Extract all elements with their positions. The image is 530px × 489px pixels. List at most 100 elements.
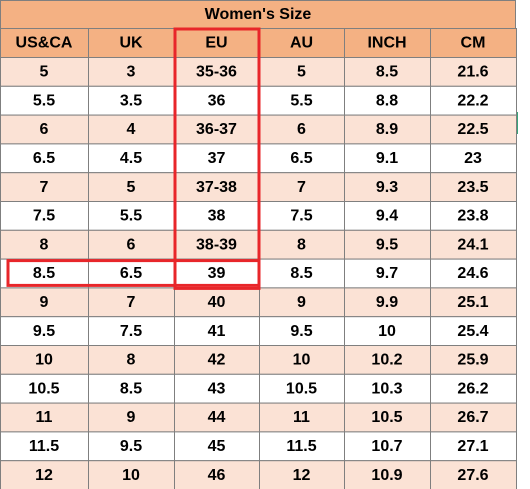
- table-cell: [0, 373, 89, 404]
- table-cell: [0, 143, 89, 174]
- cell-text: 46: [208, 467, 226, 484]
- table-title: Women's Size: [205, 6, 312, 23]
- cell-text: 27.1: [457, 438, 488, 455]
- cell-text: 7: [297, 179, 306, 196]
- table-cell: [430, 143, 517, 174]
- header-text: CM: [461, 35, 486, 52]
- cell-text: 45: [208, 438, 226, 455]
- cell-text: 23: [464, 150, 482, 167]
- table-cell: [259, 402, 345, 433]
- table-cell: [88, 316, 175, 347]
- table-cell: [430, 229, 517, 260]
- table-cell: [259, 258, 345, 289]
- table-cell: [0, 345, 89, 375]
- table-cell: [259, 316, 345, 347]
- cell-text: 11.5: [29, 438, 59, 455]
- cell-text: 36-37: [196, 121, 237, 138]
- table-cell: [0, 57, 89, 87]
- cell-text: 25.1: [457, 294, 488, 311]
- cell-text: 40: [208, 294, 226, 311]
- table-cell: [259, 345, 345, 375]
- table-cell: [259, 172, 345, 202]
- cell-text: 7: [40, 179, 49, 196]
- table-cell: [259, 114, 345, 145]
- table-cell: [344, 287, 431, 318]
- cell-text: 7.5: [33, 208, 55, 225]
- cell-text: 8.5: [120, 380, 142, 397]
- table-cell: [88, 143, 175, 174]
- table-cell: [0, 316, 89, 347]
- cell-text: 25.4: [457, 323, 488, 340]
- cell-text: 8.5: [33, 265, 55, 282]
- cell-text: 8.8: [376, 92, 398, 109]
- table-cell: [430, 460, 517, 489]
- cell-text: 5.5: [290, 92, 312, 109]
- table-cell: [174, 345, 260, 375]
- cell-text: 9: [40, 294, 49, 311]
- header-text: UK: [119, 35, 143, 52]
- cell-text: 41: [208, 323, 226, 340]
- cell-text: 9: [297, 294, 306, 311]
- cell-text: 9.4: [376, 208, 398, 225]
- cell-text: 22.5: [457, 121, 488, 138]
- table-cell: [88, 57, 175, 87]
- table-cell: [430, 316, 517, 347]
- table-cell: [259, 229, 345, 260]
- cell-text: 42: [208, 352, 226, 369]
- cell-text: 7.5: [120, 323, 142, 340]
- cell-text: 5.5: [33, 92, 55, 109]
- cell-text: 35-36: [196, 64, 237, 81]
- table-cell: [344, 143, 431, 174]
- highlight-row: [6, 259, 261, 287]
- table-cell: [344, 172, 431, 202]
- table-cell: [174, 57, 260, 87]
- table-cell: [174, 460, 260, 489]
- cell-text: 8: [127, 352, 136, 369]
- cell-text: 10.2: [371, 352, 402, 369]
- table-cell: [88, 85, 175, 116]
- table-cell: [0, 172, 89, 202]
- table-cell: [430, 345, 517, 375]
- cell-text: 36: [208, 92, 226, 109]
- header-text: EU: [205, 35, 227, 52]
- cell-text: 8.5: [290, 265, 312, 282]
- cell-text: 11.5: [286, 438, 316, 455]
- cell-text: 23.5: [457, 179, 488, 196]
- table-cell: [0, 201, 89, 231]
- cell-text: 9.5: [33, 323, 55, 340]
- table-cell: [88, 114, 175, 145]
- cell-text: 6.5: [120, 265, 142, 282]
- cell-text: 3.5: [120, 92, 142, 109]
- cell-text: 10: [35, 352, 53, 369]
- table-cell: [0, 114, 89, 145]
- cell-text: 9.1: [376, 150, 398, 167]
- cell-text: 39: [208, 265, 226, 282]
- cell-text: 9.9: [376, 294, 398, 311]
- cell-text: 6.5: [33, 150, 55, 167]
- cell-text: 43: [208, 380, 226, 397]
- cell-text: 8: [40, 236, 49, 253]
- cell-text: 5: [40, 64, 49, 81]
- table-cell: [88, 373, 175, 404]
- cell-text: 5: [127, 179, 136, 196]
- cell-text: 11: [293, 409, 310, 426]
- cell-text: 10.9: [371, 467, 402, 484]
- table-cell: [344, 316, 431, 347]
- header-text: US&CA: [16, 35, 73, 52]
- cell-text: 9.5: [376, 236, 398, 253]
- cell-text: 44: [208, 409, 226, 426]
- table-cell: [344, 229, 431, 260]
- cell-text: 12: [35, 467, 53, 484]
- table-cell: [0, 460, 89, 489]
- cell-text: 10.7: [371, 438, 402, 455]
- table-cell: [259, 373, 345, 404]
- table-cell: [88, 345, 175, 375]
- table-cell: [344, 85, 431, 116]
- cell-text: 22.2: [457, 92, 488, 109]
- cell-text: 7.5: [290, 208, 312, 225]
- cell-text: 9.5: [290, 323, 312, 340]
- cell-text: 8.9: [376, 121, 398, 138]
- table-cell: [430, 258, 517, 289]
